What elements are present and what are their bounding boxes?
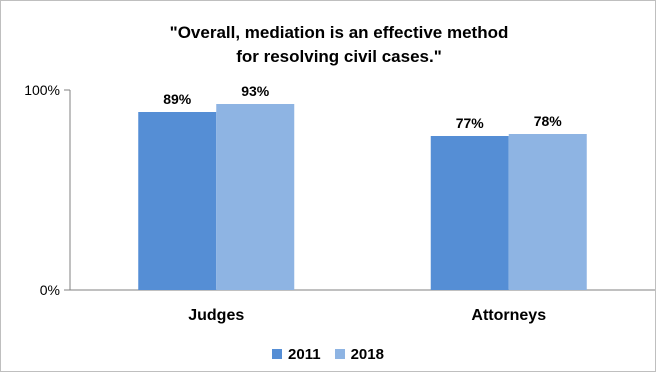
- bars: [138, 104, 587, 290]
- bar-attorneys-2011: [430, 136, 509, 290]
- data-label-attorneys-2018: 78%: [534, 113, 563, 129]
- data-label-judges-2018: 93%: [241, 83, 270, 99]
- chart-title-line-1: "Overall, mediation is an effective meth…: [170, 23, 509, 42]
- data-label-attorneys-2011: 77%: [456, 115, 485, 131]
- category-label-judges: Judges: [188, 307, 244, 324]
- bar-attorneys-2018: [508, 134, 587, 290]
- y-tick-label: 0%: [40, 282, 60, 298]
- legend: 2011 2018: [0, 342, 656, 366]
- category-label-attorneys: Attorneys: [471, 307, 546, 324]
- bar-judges-2018: [216, 104, 295, 290]
- legend-swatch-2018: [334, 349, 345, 359]
- chart-title-line-2: for resolving civil cases.": [236, 47, 442, 66]
- legend-label-2018: 2018: [350, 345, 384, 363]
- data-label-judges-2011: 89%: [163, 91, 192, 107]
- y-tick-label: 100%: [24, 82, 60, 98]
- legend-swatch-2011: [272, 349, 283, 359]
- chart-title: "Overall, mediation is an effective meth…: [170, 23, 509, 66]
- data-labels: 89% 93% 77% 78%: [163, 83, 562, 131]
- legend-entry-2011: 2011: [272, 346, 321, 363]
- bar-judges-2011: [138, 112, 217, 290]
- legend-label-2011: 2011: [288, 345, 321, 363]
- legend-entry-2018: 2018: [334, 345, 384, 363]
